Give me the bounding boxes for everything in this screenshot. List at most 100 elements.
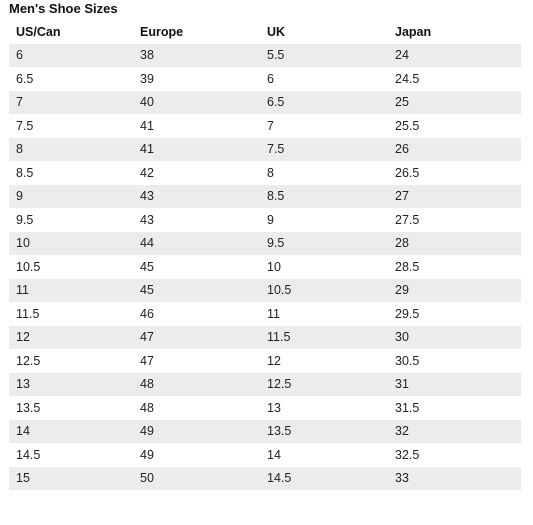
cell-japan: 26 [388, 138, 521, 161]
table-row: 9.5 43 9 27.5 [9, 208, 521, 231]
cell-uk: 7 [260, 114, 388, 137]
cell-japan: 28 [388, 232, 521, 255]
cell-uk: 8 [260, 161, 388, 184]
cell-japan: 31 [388, 373, 521, 396]
cell-japan: 24.5 [388, 67, 521, 90]
cell-us-can: 12 [9, 326, 133, 349]
cell-japan: 25.5 [388, 114, 521, 137]
cell-japan: 30 [388, 326, 521, 349]
cell-europe: 43 [133, 185, 260, 208]
cell-japan: 27.5 [388, 208, 521, 231]
cell-europe: 48 [133, 373, 260, 396]
cell-japan: 31.5 [388, 396, 521, 419]
cell-us-can: 12.5 [9, 349, 133, 372]
table-row: 9 43 8.5 27 [9, 185, 521, 208]
cell-us-can: 9 [9, 185, 133, 208]
shoe-size-table: US/Can Europe UK Japan 6 38 5.5 24 6.5 39 6 24.… [9, 20, 521, 491]
cell-europe: 48 [133, 396, 260, 419]
table-row: 14.5 49 14 32.5 [9, 443, 521, 466]
cell-europe: 49 [133, 420, 260, 443]
column-header-japan: Japan [388, 21, 521, 43]
cell-uk: 10 [260, 255, 388, 278]
header-row: US/Can Europe UK Japan [9, 21, 521, 43]
column-header-uk: UK [260, 21, 388, 43]
cell-uk: 13.5 [260, 420, 388, 443]
cell-europe: 41 [133, 114, 260, 137]
cell-europe: 47 [133, 326, 260, 349]
cell-uk: 14 [260, 443, 388, 466]
cell-japan: 27 [388, 185, 521, 208]
cell-japan: 30.5 [388, 349, 521, 372]
cell-uk: 9.5 [260, 232, 388, 255]
cell-japan: 24 [388, 44, 521, 67]
cell-us-can: 7 [9, 91, 133, 114]
cell-japan: 25 [388, 91, 521, 114]
table-row: 7 40 6.5 25 [9, 91, 521, 114]
cell-us-can: 14 [9, 420, 133, 443]
table-row: 7.5 41 7 25.5 [9, 114, 521, 137]
cell-europe: 38 [133, 44, 260, 67]
cell-uk: 14.5 [260, 467, 388, 490]
table-row: 10.5 45 10 28.5 [9, 255, 521, 278]
table-row: 13.5 48 13 31.5 [9, 396, 521, 419]
cell-us-can: 11.5 [9, 302, 133, 325]
cell-uk: 9 [260, 208, 388, 231]
cell-uk: 10.5 [260, 279, 388, 302]
cell-uk: 11.5 [260, 326, 388, 349]
cell-us-can: 6 [9, 44, 133, 67]
table-row: 6 38 5.5 24 [9, 44, 521, 67]
cell-us-can: 8 [9, 138, 133, 161]
table-row: 11 45 10.5 29 [9, 279, 521, 302]
table-row: 8.5 42 8 26.5 [9, 161, 521, 184]
cell-japan: 28.5 [388, 255, 521, 278]
table-row: 12 47 11.5 30 [9, 326, 521, 349]
cell-us-can: 7.5 [9, 114, 133, 137]
cell-us-can: 14.5 [9, 443, 133, 466]
cell-europe: 46 [133, 302, 260, 325]
cell-japan: 32 [388, 420, 521, 443]
cell-japan: 33 [388, 467, 521, 490]
cell-japan: 32.5 [388, 443, 521, 466]
column-header-us-can: US/Can [9, 21, 133, 43]
cell-uk: 5.5 [260, 44, 388, 67]
cell-us-can: 11 [9, 279, 133, 302]
cell-europe: 43 [133, 208, 260, 231]
cell-uk: 13 [260, 396, 388, 419]
cell-uk: 11 [260, 302, 388, 325]
cell-europe: 50 [133, 467, 260, 490]
cell-uk: 12 [260, 349, 388, 372]
cell-us-can: 13 [9, 373, 133, 396]
cell-europe: 44 [133, 232, 260, 255]
table-row: 13 48 12.5 31 [9, 373, 521, 396]
cell-uk: 12.5 [260, 373, 388, 396]
cell-uk: 7.5 [260, 138, 388, 161]
cell-europe: 47 [133, 349, 260, 372]
table-row: 6.5 39 6 24.5 [9, 67, 521, 90]
table-row: 8 41 7.5 26 [9, 138, 521, 161]
cell-europe: 45 [133, 279, 260, 302]
table-row: 14 49 13.5 32 [9, 420, 521, 443]
cell-us-can: 6.5 [9, 67, 133, 90]
cell-us-can: 15 [9, 467, 133, 490]
cell-japan: 29.5 [388, 302, 521, 325]
cell-europe: 39 [133, 67, 260, 90]
page-title: Men's Shoe Sizes [9, 1, 118, 16]
cell-us-can: 10 [9, 232, 133, 255]
cell-uk: 8.5 [260, 185, 388, 208]
table-row: 15 50 14.5 33 [9, 467, 521, 490]
cell-europe: 45 [133, 255, 260, 278]
column-header-europe: Europe [133, 21, 260, 43]
cell-europe: 42 [133, 161, 260, 184]
cell-japan: 29 [388, 279, 521, 302]
cell-us-can: 9.5 [9, 208, 133, 231]
table-row: 10 44 9.5 28 [9, 232, 521, 255]
cell-japan: 26.5 [388, 161, 521, 184]
cell-uk: 6.5 [260, 91, 388, 114]
cell-europe: 49 [133, 443, 260, 466]
cell-europe: 40 [133, 91, 260, 114]
table-row: 11.5 46 11 29.5 [9, 302, 521, 325]
cell-us-can: 13.5 [9, 396, 133, 419]
cell-uk: 6 [260, 67, 388, 90]
cell-us-can: 10.5 [9, 255, 133, 278]
